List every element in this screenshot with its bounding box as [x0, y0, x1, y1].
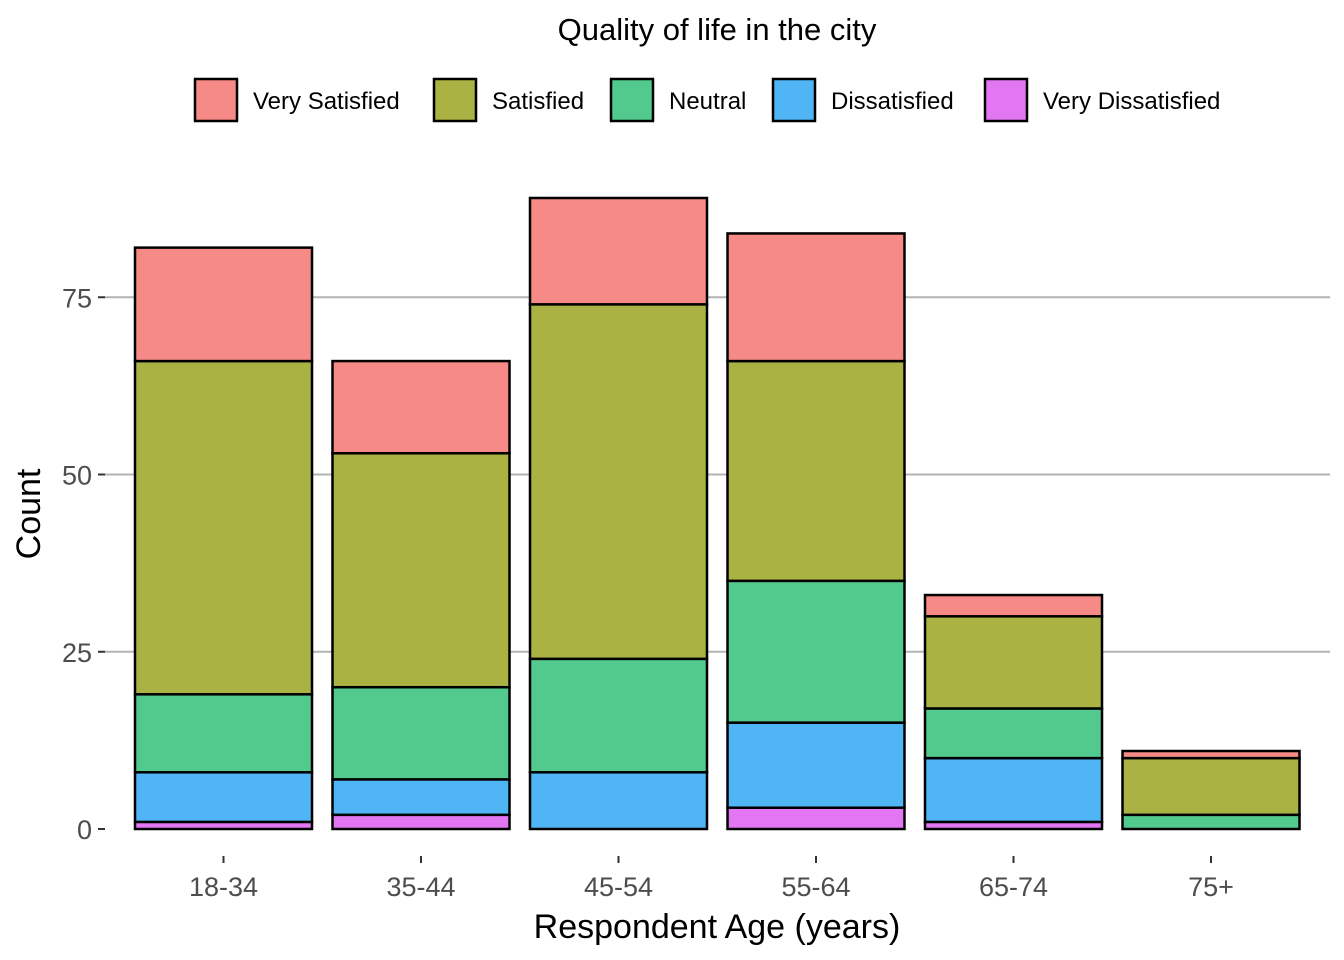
- bar-segment-55-64-very-satisfied: [726, 232, 906, 363]
- y-tick-label-50: 50: [62, 461, 92, 491]
- y-tick-label-0: 0: [77, 815, 92, 845]
- bar-segment-45-54-dissatisfied: [528, 771, 709, 831]
- y-tick-label-25: 25: [62, 638, 92, 668]
- legend-item-very-satisfied: Very Satisfied: [193, 77, 400, 123]
- bar-segment-45-54-very-satisfied: [528, 196, 709, 306]
- legend-label-very-satisfied: Very Satisfied: [253, 88, 400, 115]
- legend-key-satisfied: [432, 77, 478, 123]
- x-tick-label-65-74: 65-74: [979, 872, 1048, 902]
- legend-item-dissatisfied: Dissatisfied: [771, 77, 954, 123]
- bar-segment-65-74-neutral: [923, 707, 1104, 760]
- legend-label-satisfied: Satisfied: [492, 88, 584, 115]
- bar-segment-55-64-very-dissatisfied: [726, 806, 906, 831]
- bar-segment-45-54-neutral: [528, 657, 709, 774]
- bar-segment-18-34-dissatisfied: [133, 771, 314, 824]
- bar-segment-55-64-satisfied: [726, 359, 906, 583]
- legend-item-neutral: Neutral: [609, 77, 746, 123]
- y-axis-title: Count: [10, 468, 48, 559]
- legend-key-dissatisfied: [771, 77, 817, 123]
- x-tick-label-75: 75+: [1188, 872, 1234, 902]
- legend-key-neutral: [609, 77, 655, 123]
- bar-segment-75-neutral: [1121, 813, 1301, 831]
- bar-segment-35-44-satisfied: [331, 451, 511, 689]
- y-axis: 0 25 50 75: [62, 283, 105, 845]
- bar-segment-18-34-satisfied: [133, 359, 314, 696]
- bar-segment-35-44-dissatisfied: [331, 778, 511, 817]
- x-tick-label-35-44: 35-44: [386, 872, 455, 902]
- bar-segment-35-44-neutral: [331, 685, 511, 781]
- bar-segment-75-very-satisfied: [1121, 749, 1301, 760]
- legend-key-very-dissatisfied: [983, 77, 1029, 123]
- legend-key-very-satisfied: [193, 77, 239, 123]
- bar-segment-18-34-very-satisfied: [133, 246, 314, 363]
- x-tick-label-45-54: 45-54: [584, 872, 653, 902]
- bar-segment-55-64-neutral: [726, 579, 906, 724]
- bar-segment-18-34-neutral: [133, 693, 314, 774]
- bar-segment-65-74-dissatisfied: [923, 756, 1104, 824]
- legend-label-neutral: Neutral: [669, 88, 746, 115]
- legend-item-satisfied: Satisfied: [432, 77, 584, 123]
- x-axis-title: Respondent Age (years): [534, 908, 901, 946]
- bar-segment-55-64-dissatisfied: [726, 721, 906, 809]
- chart-title: Quality of life in the city: [558, 12, 877, 47]
- legend-item-very-dissatisfied: Very Dissatisfied: [983, 77, 1220, 123]
- bar-segment-35-44-very-dissatisfied: [331, 813, 511, 831]
- bar-segment-35-44-very-satisfied: [331, 359, 511, 455]
- x-tick-label-18-34: 18-34: [189, 872, 258, 902]
- bar-segment-45-54-satisfied: [528, 303, 709, 661]
- y-tick-label-75: 75: [62, 283, 92, 313]
- legend-label-very-dissatisfied: Very Dissatisfied: [1043, 88, 1220, 115]
- legend-label-dissatisfied: Dissatisfied: [831, 88, 954, 115]
- bar-segment-65-74-very-satisfied: [923, 593, 1104, 618]
- legend: Very Satisfied Satisfied Neutral Dissatisfi…: [193, 77, 1220, 123]
- bar-segment-65-74-satisfied: [923, 615, 1104, 710]
- bar-segment-75-satisfied: [1121, 756, 1301, 817]
- bars: [133, 196, 1301, 831]
- x-tick-label-55-64: 55-64: [781, 872, 850, 902]
- x-axis: 18-34 35-44 45-54 55-64 65-74 75+: [189, 856, 1234, 902]
